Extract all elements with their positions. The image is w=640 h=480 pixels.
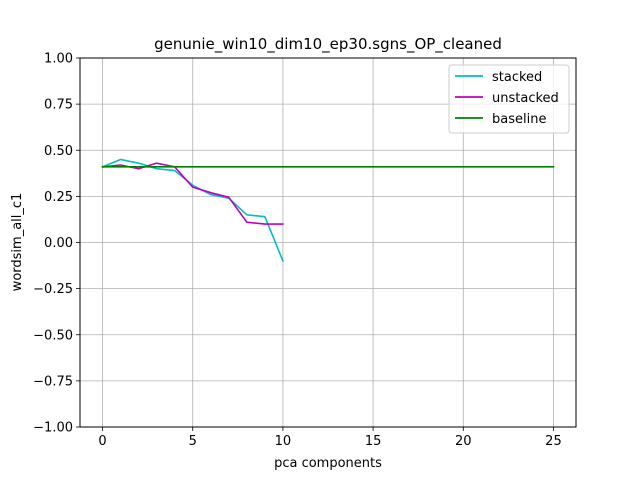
y-tick-label: 0.75 xyxy=(44,98,73,113)
x-tick-label: 15 xyxy=(365,434,382,449)
chart-title: genunie_win10_dim10_ep30.sgns_OP_cleaned xyxy=(154,35,502,54)
x-tick-label: 5 xyxy=(189,434,197,449)
y-tick-label: 0.25 xyxy=(44,190,73,205)
x-tick-label: 0 xyxy=(98,434,106,449)
x-tick-label: 25 xyxy=(545,434,562,449)
y-axis-title: wordsim_all_c1 xyxy=(10,193,25,292)
y-tick-label: −0.75 xyxy=(33,374,73,389)
series-line-stacked xyxy=(101,158,284,262)
x-axis-ticks: 0 5 10 15 20 25 xyxy=(98,427,562,449)
legend-label-unstacked: unstacked xyxy=(492,91,559,106)
y-tick-label: 0.50 xyxy=(44,144,73,159)
legend: stacked unstacked baseline xyxy=(448,64,570,134)
legend-box xyxy=(448,64,570,134)
y-tick-label: −1.00 xyxy=(33,421,73,436)
y-axis-ticks: −1.00 −0.75 −0.50 −0.25 0.00 0.25 0.50 0.75 1.00 xyxy=(33,52,80,436)
x-tick-label: 10 xyxy=(275,434,292,449)
legend-label-baseline: baseline xyxy=(492,112,546,127)
y-tick-label: 0.00 xyxy=(44,236,73,251)
legend-label-stacked: stacked xyxy=(492,70,542,85)
x-axis-title: pca components xyxy=(274,456,382,471)
y-tick-label: 1.00 xyxy=(44,52,73,67)
y-tick-label: −0.25 xyxy=(33,282,73,297)
y-tick-label: −0.50 xyxy=(33,328,73,343)
x-tick-label: 20 xyxy=(455,434,472,449)
series-lines xyxy=(101,158,555,262)
